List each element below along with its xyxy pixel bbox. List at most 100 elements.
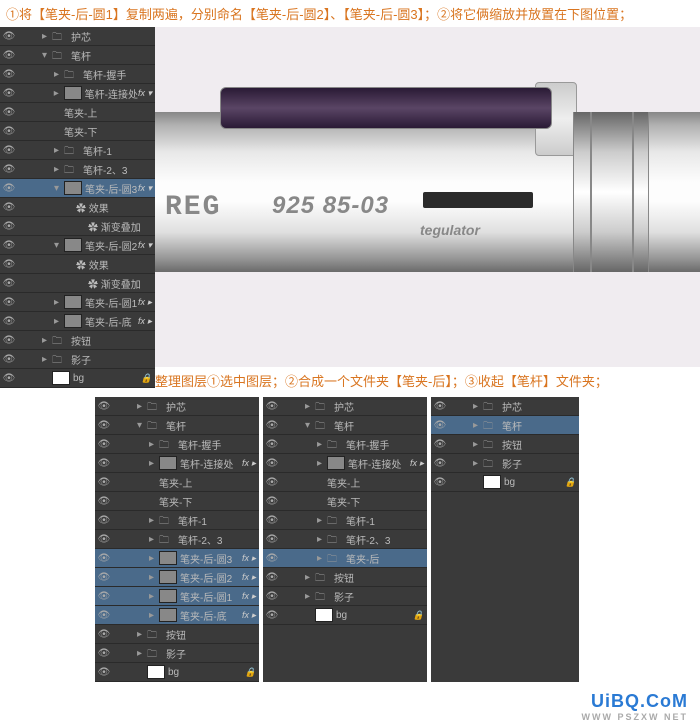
layer-row[interactable]: 👁bg🔒: [263, 606, 427, 625]
layer-row[interactable]: 👁▸🗀笔杆-握手: [263, 435, 427, 454]
layer-row[interactable]: 👁▸🗀按钮: [263, 568, 427, 587]
expand-arrow[interactable]: ▸: [149, 553, 159, 564]
visibility-icon[interactable]: 👁: [265, 572, 279, 583]
fx-badge[interactable]: fx ▸: [242, 591, 259, 602]
layer-row[interactable]: 👁▸🗀笔夹-后: [263, 549, 427, 568]
layer-row[interactable]: 👁▸🗀护芯: [263, 397, 427, 416]
layer-row[interactable]: 👁▸🗀护芯: [0, 27, 155, 46]
visibility-icon[interactable]: 👁: [433, 420, 447, 431]
expand-arrow[interactable]: ▸: [149, 439, 159, 450]
layer-row[interactable]: 👁▸🗀护芯: [95, 397, 259, 416]
layer-row[interactable]: 👁▸笔杆-连接处fx ▸: [263, 454, 427, 473]
expand-arrow[interactable]: ▸: [149, 610, 159, 621]
expand-arrow[interactable]: ▸: [473, 458, 483, 469]
layer-row[interactable]: 👁▾🗀笔杆: [263, 416, 427, 435]
expand-arrow[interactable]: ▸: [149, 515, 159, 526]
expand-arrow[interactable]: ▸: [305, 401, 315, 412]
expand-arrow[interactable]: ▾: [137, 420, 147, 431]
expand-arrow[interactable]: ▸: [317, 534, 327, 545]
layer-row[interactable]: 👁笔夹-上: [0, 103, 155, 122]
visibility-icon[interactable]: 👁: [97, 629, 111, 640]
layer-row[interactable]: 👁▸🗀笔杆-2、3: [263, 530, 427, 549]
visibility-icon[interactable]: 👁: [2, 31, 16, 42]
visibility-icon[interactable]: 👁: [97, 439, 111, 450]
layer-row[interactable]: 👁笔夹-上: [263, 473, 427, 492]
layer-row[interactable]: 👁▸笔夹-后-圆1fx ▸: [95, 587, 259, 606]
visibility-icon[interactable]: 👁: [97, 496, 111, 507]
layer-row[interactable]: 👁✿ 效果: [0, 198, 155, 217]
visibility-icon[interactable]: 👁: [2, 183, 16, 194]
layer-row[interactable]: 👁▸🗀笔杆-握手: [0, 65, 155, 84]
layer-row[interactable]: 👁笔夹-下: [263, 492, 427, 511]
layer-row[interactable]: 👁▸笔夹-后-底fx ▸: [0, 312, 155, 331]
visibility-icon[interactable]: 👁: [2, 126, 16, 137]
fx-badge[interactable]: fx ▾: [138, 183, 155, 194]
layer-row[interactable]: 👁▸🗀影子: [95, 644, 259, 663]
expand-arrow[interactable]: ▸: [54, 164, 64, 175]
visibility-icon[interactable]: 👁: [265, 610, 279, 621]
visibility-icon[interactable]: 👁: [97, 458, 111, 469]
expand-arrow[interactable]: ▸: [317, 553, 327, 564]
visibility-icon[interactable]: 👁: [97, 667, 111, 678]
layer-row[interactable]: 👁▸🗀按钮: [95, 625, 259, 644]
layer-row[interactable]: 👁▾🗀笔杆: [0, 46, 155, 65]
expand-arrow[interactable]: ▸: [137, 648, 147, 659]
visibility-icon[interactable]: 👁: [265, 534, 279, 545]
fx-badge[interactable]: fx ▸: [138, 316, 155, 327]
layer-row[interactable]: 👁笔夹-下: [95, 492, 259, 511]
visibility-icon[interactable]: 👁: [97, 572, 111, 583]
layer-row[interactable]: 👁▸笔夹-后-圆1fx ▸: [0, 293, 155, 312]
layer-row[interactable]: 👁▸🗀按钮: [431, 435, 579, 454]
visibility-icon[interactable]: 👁: [97, 553, 111, 564]
visibility-icon[interactable]: 👁: [265, 553, 279, 564]
visibility-icon[interactable]: 👁: [97, 420, 111, 431]
visibility-icon[interactable]: 👁: [2, 278, 16, 289]
layer-row[interactable]: 👁▸🗀笔杆-2、3: [95, 530, 259, 549]
visibility-icon[interactable]: 👁: [265, 477, 279, 488]
layer-row[interactable]: 👁▾🗀笔杆: [95, 416, 259, 435]
layer-row[interactable]: 👁bg🔒: [431, 473, 579, 492]
layer-row[interactable]: 👁▾笔夹-后-圆2fx ▾: [0, 236, 155, 255]
visibility-icon[interactable]: 👁: [433, 477, 447, 488]
expand-arrow[interactable]: ▸: [317, 515, 327, 526]
layer-row[interactable]: 👁▸笔夹-后-圆3fx ▸: [95, 549, 259, 568]
layer-row[interactable]: 👁▸🗀护芯: [431, 397, 579, 416]
fx-badge[interactable]: fx ▸: [138, 297, 155, 308]
fx-badge[interactable]: fx ▸: [410, 458, 427, 469]
visibility-icon[interactable]: 👁: [265, 515, 279, 526]
expand-arrow[interactable]: ▸: [42, 354, 52, 365]
visibility-icon[interactable]: 👁: [2, 373, 16, 384]
expand-arrow[interactable]: ▸: [149, 591, 159, 602]
layer-row[interactable]: 👁▸🗀笔杆-1: [0, 141, 155, 160]
visibility-icon[interactable]: 👁: [97, 591, 111, 602]
visibility-icon[interactable]: 👁: [2, 221, 16, 232]
expand-arrow[interactable]: ▸: [305, 591, 315, 602]
visibility-icon[interactable]: 👁: [2, 50, 16, 61]
expand-arrow[interactable]: ▸: [473, 401, 483, 412]
visibility-icon[interactable]: 👁: [2, 202, 16, 213]
fx-badge[interactable]: fx ▸: [242, 553, 259, 564]
fx-badge[interactable]: fx ▸: [242, 572, 259, 583]
layer-row[interactable]: 👁▸笔杆-连接处fx ▸: [95, 454, 259, 473]
layer-row[interactable]: 👁✿ 渐变叠加: [0, 274, 155, 293]
visibility-icon[interactable]: 👁: [265, 458, 279, 469]
layer-row[interactable]: 👁▸🗀笔杆-2、3: [0, 160, 155, 179]
visibility-icon[interactable]: 👁: [2, 316, 16, 327]
expand-arrow[interactable]: ▸: [149, 458, 159, 469]
fx-badge[interactable]: fx ▾: [138, 88, 155, 99]
layer-row[interactable]: 👁bg🔒: [0, 369, 155, 388]
layer-row[interactable]: 👁▾笔夹-后-圆3fx ▾: [0, 179, 155, 198]
expand-arrow[interactable]: ▸: [42, 335, 52, 346]
expand-arrow[interactable]: ▸: [317, 439, 327, 450]
layer-row[interactable]: 👁bg🔒: [95, 663, 259, 682]
layer-row[interactable]: 👁✿ 渐变叠加: [0, 217, 155, 236]
visibility-icon[interactable]: 👁: [2, 107, 16, 118]
expand-arrow[interactable]: ▸: [473, 439, 483, 450]
layer-row[interactable]: 👁▸🗀影子: [431, 454, 579, 473]
expand-arrow[interactable]: ▸: [473, 420, 483, 431]
visibility-icon[interactable]: 👁: [265, 439, 279, 450]
layer-row[interactable]: 👁▸🗀笔杆-1: [95, 511, 259, 530]
visibility-icon[interactable]: 👁: [2, 88, 16, 99]
expand-arrow[interactable]: ▸: [149, 572, 159, 583]
visibility-icon[interactable]: 👁: [97, 515, 111, 526]
